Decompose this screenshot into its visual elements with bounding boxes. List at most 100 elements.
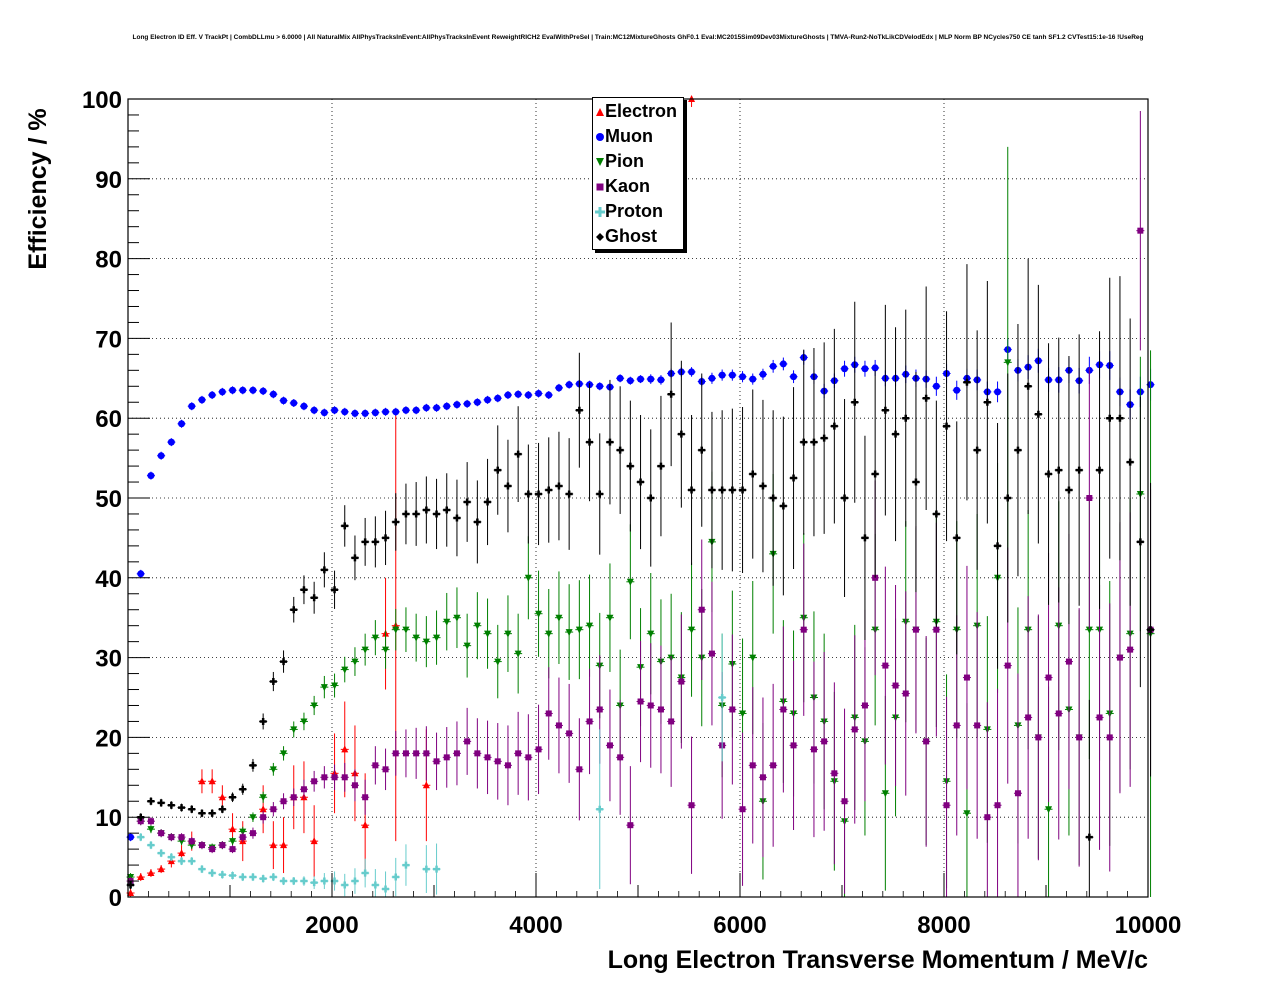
marker-cross xyxy=(249,761,257,769)
data-point-ghost xyxy=(942,311,951,542)
marker-cross xyxy=(779,502,787,510)
data-point-electron xyxy=(687,95,696,107)
marker-square xyxy=(413,750,420,757)
data-point-kaon xyxy=(259,810,268,824)
data-point-pion xyxy=(493,624,502,699)
data-point-kaon xyxy=(228,845,237,854)
data-point-kaon xyxy=(1034,614,1043,861)
marker-circle xyxy=(841,365,849,373)
marker-square xyxy=(627,822,634,829)
marker-square xyxy=(657,706,664,713)
data-point-pion xyxy=(381,630,390,669)
data-point-pion xyxy=(310,695,319,716)
marker-circle xyxy=(637,375,645,383)
data-point-ghost xyxy=(299,575,308,605)
data-point-ghost xyxy=(830,328,839,524)
marker-triangle-down xyxy=(555,614,563,622)
y-axis-title: Efficiency / % xyxy=(24,108,52,270)
marker-circle xyxy=(718,371,726,379)
marker-square xyxy=(341,774,348,781)
data-point-ghost xyxy=(860,435,869,641)
data-point-muon xyxy=(656,375,665,385)
data-point-kaon xyxy=(626,766,635,885)
data-point-proton xyxy=(401,844,410,886)
marker-circle xyxy=(484,396,492,404)
marker-cross xyxy=(1136,538,1144,546)
marker-square xyxy=(841,798,848,805)
data-point-ghost xyxy=(616,386,625,514)
marker-cross xyxy=(382,885,390,893)
data-point-muon xyxy=(391,407,400,416)
data-point-muon xyxy=(595,382,604,391)
marker-square xyxy=(484,754,491,761)
marker-triangle-down xyxy=(331,682,339,690)
marker-square xyxy=(953,722,960,729)
x-tick-label: 2000 xyxy=(305,912,358,939)
marker-cross xyxy=(1014,446,1022,454)
data-point-pion xyxy=(463,613,472,678)
marker-triangle-down xyxy=(280,750,288,758)
data-point-kaon xyxy=(860,609,869,802)
marker-circle xyxy=(790,373,798,381)
marker-circle xyxy=(218,388,226,396)
data-point-kaon xyxy=(687,736,696,874)
marker-triangle-down xyxy=(443,618,451,626)
marker-circle xyxy=(351,409,359,417)
marker-square xyxy=(729,706,736,713)
data-point-kaon xyxy=(962,565,971,790)
marker-square xyxy=(1116,654,1123,661)
marker-triangle-down xyxy=(422,638,430,646)
marker-square xyxy=(912,626,919,633)
y-tick-label: 90 xyxy=(95,167,122,194)
data-point-ghost xyxy=(422,476,431,544)
data-point-ghost xyxy=(707,411,716,569)
marker-triangle-up xyxy=(280,841,288,849)
data-point-proton xyxy=(187,857,196,866)
marker-square xyxy=(902,690,909,697)
marker-square xyxy=(219,842,226,849)
data-point-pion xyxy=(626,524,635,640)
data-point-kaon xyxy=(320,766,329,789)
marker-triangle-down xyxy=(412,634,420,642)
marker-cross xyxy=(1116,414,1124,422)
data-point-proton xyxy=(279,877,288,886)
marker-square xyxy=(831,770,838,777)
marker-triangle-up xyxy=(137,873,145,881)
marker-square xyxy=(504,762,511,769)
data-point-muon xyxy=(146,471,155,480)
data-point-kaon xyxy=(697,539,706,680)
data-point-muon xyxy=(554,383,563,392)
data-point-kaon xyxy=(769,683,778,847)
marker-cross xyxy=(147,797,155,805)
data-point-pion xyxy=(514,613,523,694)
marker-square xyxy=(555,722,562,729)
marker-triangle-up xyxy=(178,849,186,857)
data-point-ghost xyxy=(769,410,778,586)
marker-triangle-down xyxy=(361,646,369,654)
marker-cross xyxy=(851,398,859,406)
marker-triangle-down xyxy=(524,574,532,582)
marker-cross xyxy=(147,841,155,849)
marker-triangle-down xyxy=(402,626,410,634)
data-point-kaon xyxy=(534,704,543,795)
marker-cross xyxy=(290,606,298,614)
marker-cross xyxy=(392,518,400,526)
data-point-muon xyxy=(289,399,298,408)
data-point-proton xyxy=(157,849,166,858)
data-point-kaon xyxy=(197,841,206,850)
marker-cross xyxy=(249,873,257,881)
data-point-kaon xyxy=(146,817,155,826)
data-point-kaon xyxy=(585,668,594,775)
marker-cross xyxy=(402,510,410,518)
data-point-kaon xyxy=(493,723,502,800)
data-point-pion xyxy=(554,571,563,664)
marker-cross xyxy=(351,877,359,885)
marker-circle xyxy=(269,390,277,398)
marker-cross xyxy=(300,877,308,885)
data-point-ghost xyxy=(208,809,217,818)
data-point-kaon xyxy=(473,718,482,789)
marker-square xyxy=(209,846,216,853)
data-point-ghost xyxy=(952,421,961,655)
data-point-pion xyxy=(269,762,278,776)
legend-label-proton: Proton xyxy=(605,201,663,221)
